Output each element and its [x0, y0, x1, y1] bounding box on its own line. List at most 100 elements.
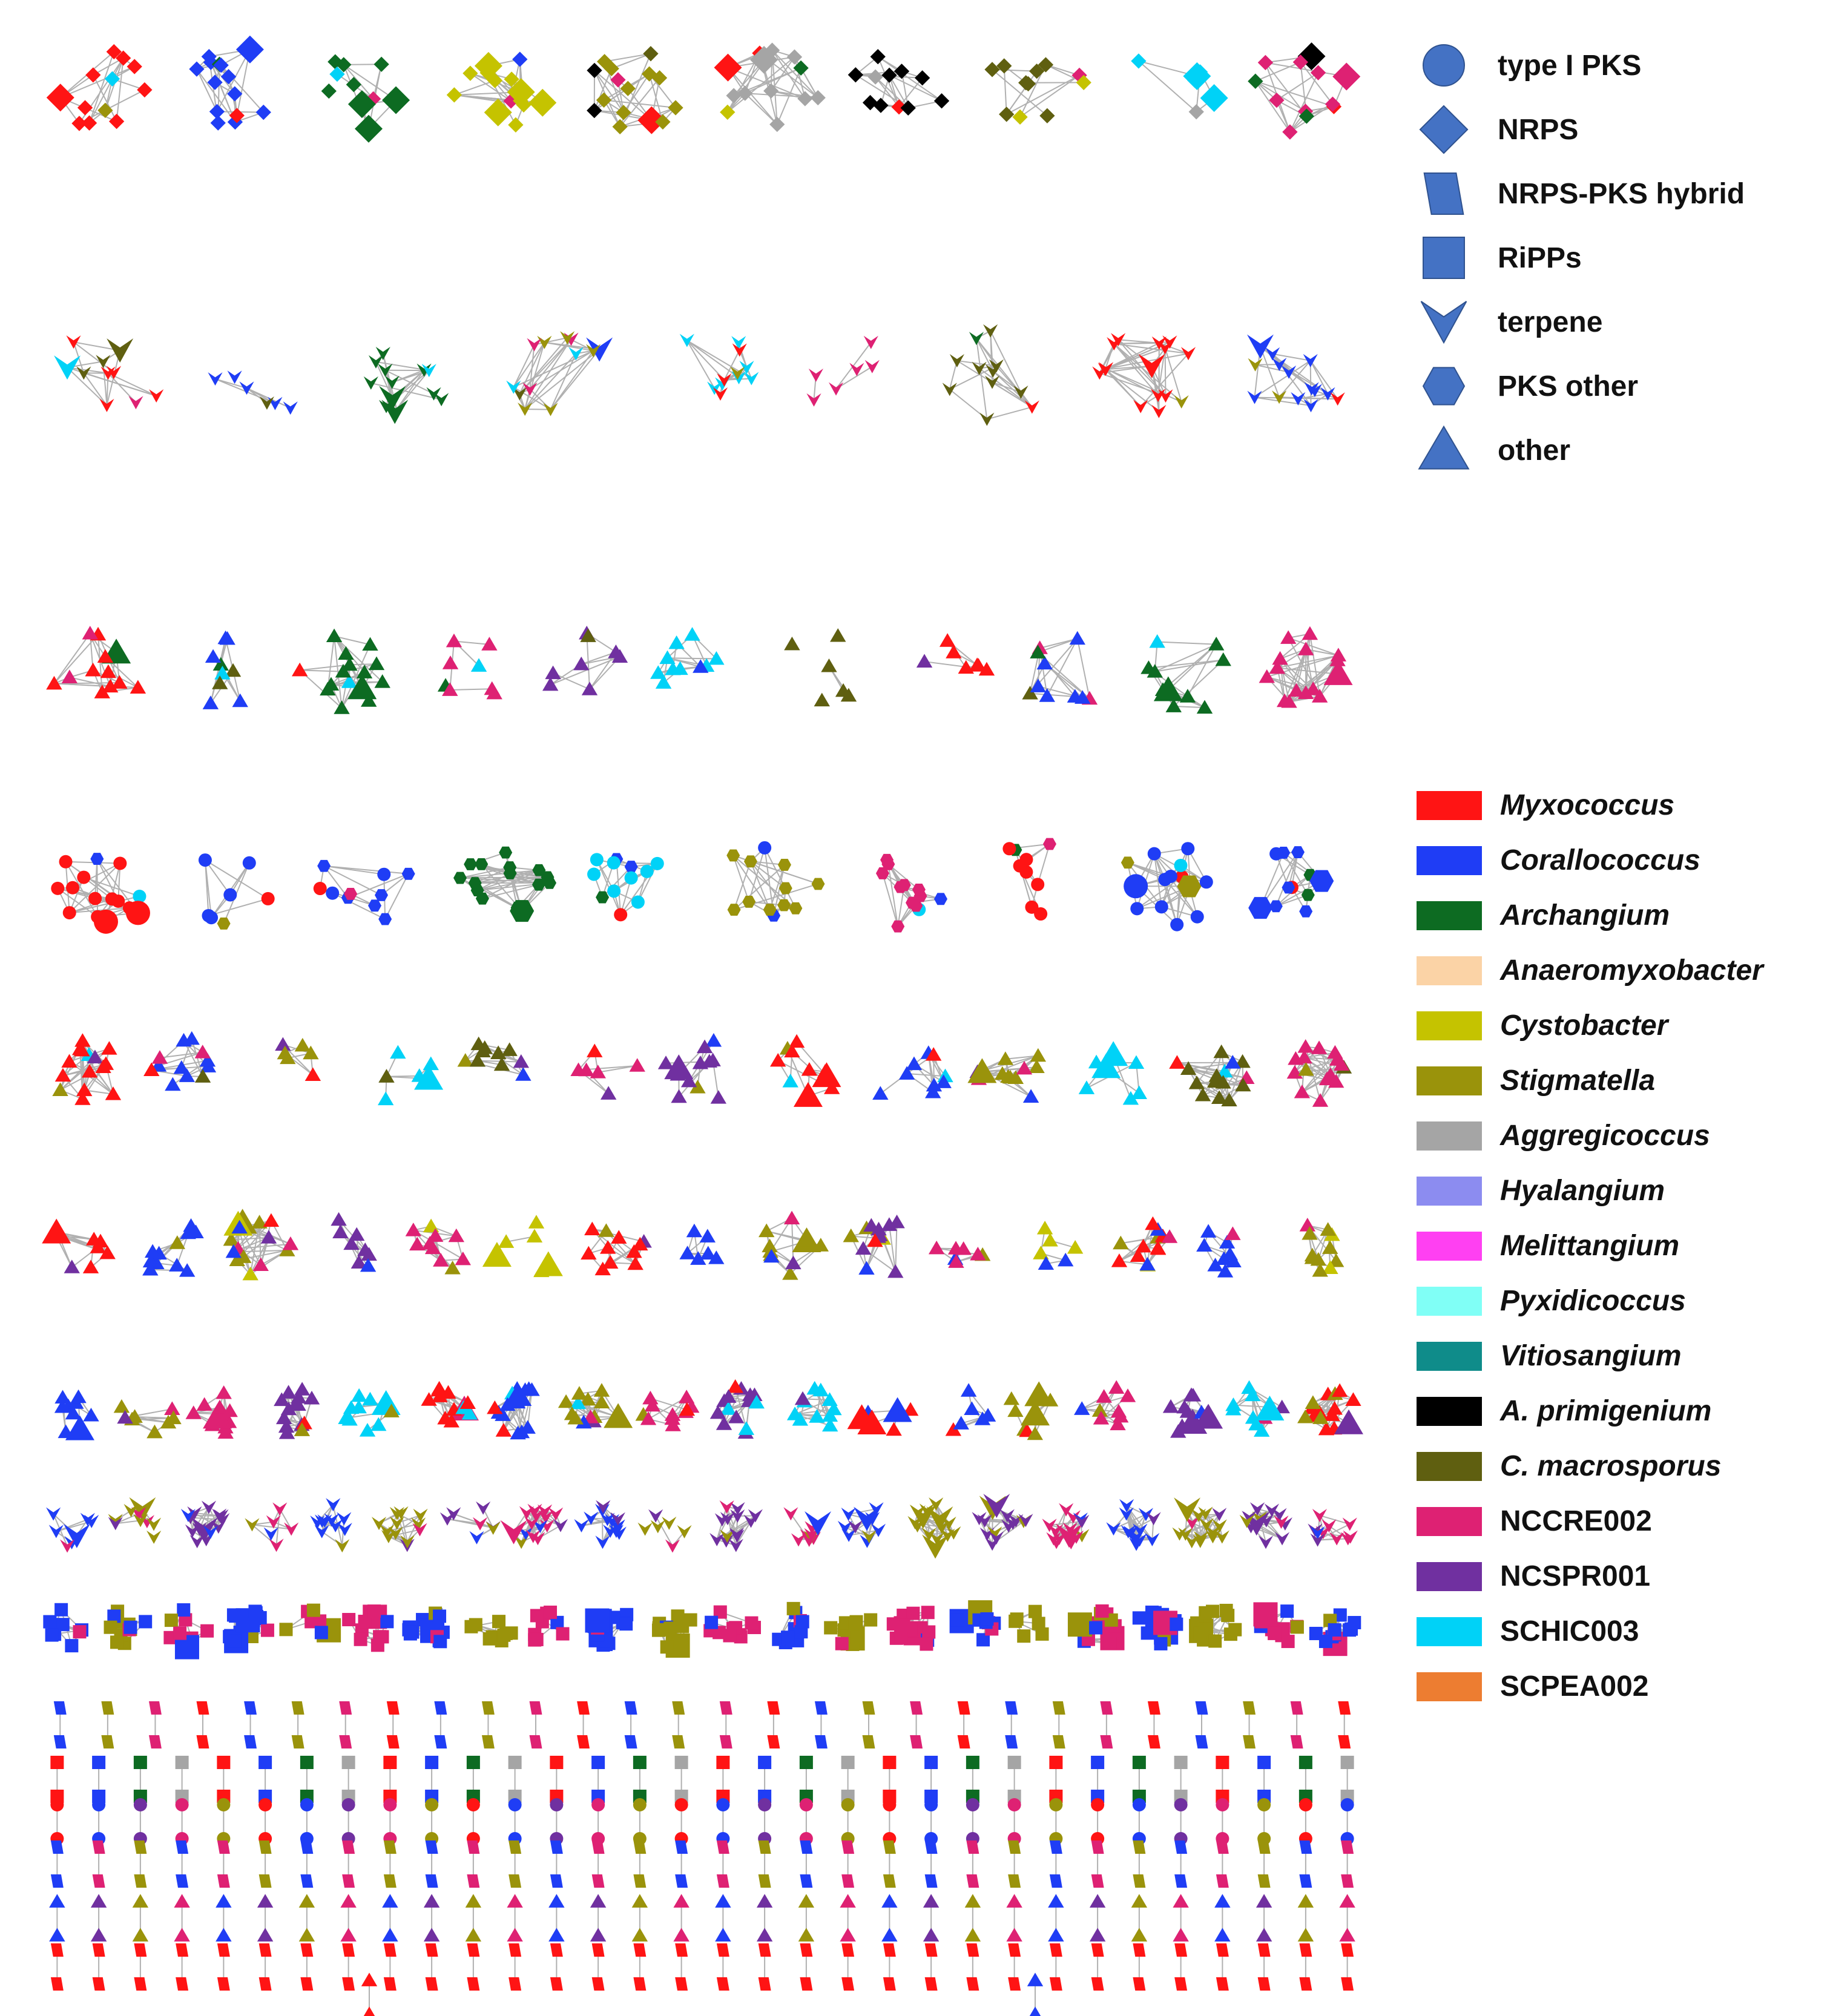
cluster-network: [966, 1840, 979, 1888]
shape-legend-item: other: [1417, 418, 1816, 482]
cluster-network: [1243, 1701, 1256, 1748]
network-node: [686, 1223, 703, 1238]
network-node: [45, 1628, 59, 1642]
network-node: [251, 1215, 268, 1229]
network-node: [146, 1517, 162, 1531]
cluster-network: [591, 1756, 605, 1803]
cluster-network: [1253, 1602, 1304, 1649]
network-node: [861, 1530, 877, 1544]
cluster-network: [1009, 1604, 1049, 1643]
network-node: [758, 1798, 772, 1811]
network-node: [217, 918, 231, 930]
network-node: [1074, 690, 1091, 704]
genus-color-swatch: [1417, 1121, 1482, 1151]
network-node: [1296, 1049, 1312, 1064]
network-node: [869, 1502, 884, 1516]
network-node: [50, 1874, 64, 1888]
cluster-network: [1169, 1044, 1255, 1106]
network-node: [1248, 358, 1263, 372]
network-node: [132, 1894, 149, 1908]
network-node: [459, 1395, 476, 1409]
network-node: [48, 1525, 64, 1538]
network-node: [413, 1508, 428, 1522]
network-node: [1216, 1756, 1229, 1769]
network-node: [360, 1258, 377, 1272]
network-edge: [732, 855, 750, 902]
network-node: [1017, 1629, 1031, 1643]
cluster-network: [180, 1500, 230, 1549]
network-node: [1002, 842, 1016, 856]
network-node: [177, 1603, 191, 1617]
network-node: [1304, 1250, 1321, 1264]
cluster-network: [453, 846, 557, 922]
network-node: [1294, 1085, 1311, 1098]
cluster-network: [550, 1943, 563, 1991]
network-node: [346, 77, 361, 93]
network-node: [258, 1943, 272, 1957]
network-node: [662, 1516, 677, 1530]
network-node: [342, 1977, 355, 1991]
network-node: [875, 867, 889, 879]
network-node: [1006, 1516, 1021, 1530]
network-node: [383, 1840, 397, 1854]
network-node: [1341, 1840, 1354, 1854]
network-edge: [550, 350, 594, 410]
network-edge: [475, 867, 510, 884]
network-node: [94, 685, 110, 698]
network-node: [801, 1062, 818, 1076]
network-node: [1205, 1525, 1220, 1539]
network-edge: [394, 370, 425, 413]
network-node: [464, 858, 478, 870]
network-node: [739, 360, 754, 374]
network-node: [1181, 842, 1195, 856]
network-edge: [482, 869, 539, 899]
network-node: [881, 1928, 898, 1942]
network-edge: [115, 1520, 141, 1525]
network-node: [1318, 1635, 1332, 1649]
cluster-network: [1131, 1894, 1148, 1942]
cluster-network: [1257, 1840, 1271, 1888]
cluster-network: [907, 1497, 961, 1559]
network-node: [979, 1408, 996, 1422]
network-node: [1133, 399, 1148, 413]
network-node: [133, 889, 146, 903]
network-node: [110, 1635, 124, 1649]
network-node: [1212, 1508, 1227, 1522]
network-edge: [384, 873, 409, 920]
network-node: [550, 1977, 563, 1991]
network-node: [567, 1410, 584, 1425]
network-node: [550, 1615, 564, 1629]
network-node: [470, 1036, 487, 1051]
network-node: [214, 1509, 229, 1523]
network-node: [672, 661, 688, 675]
network-node: [529, 1735, 542, 1748]
network-node: [1340, 1532, 1355, 1546]
network-node: [828, 382, 844, 396]
network-edge: [1298, 393, 1328, 399]
network-node: [769, 116, 785, 133]
network-node: [1002, 1069, 1019, 1084]
network-node: [1297, 1409, 1314, 1423]
cluster-network: [528, 1605, 570, 1647]
genus-legend-label: Corallococcus: [1500, 844, 1700, 876]
network-node: [216, 1928, 232, 1942]
network-edge: [1275, 852, 1298, 907]
network-node: [82, 625, 98, 640]
cluster-network: [633, 1840, 647, 1888]
network-node: [1111, 1253, 1128, 1267]
cluster-network: [202, 630, 248, 709]
network-node: [883, 1756, 897, 1769]
network-node: [425, 1977, 438, 1991]
network-edge: [1058, 1509, 1067, 1539]
network-node: [507, 1928, 523, 1942]
network-node: [1248, 897, 1273, 919]
network-edge: [1055, 1509, 1067, 1531]
network-node: [97, 649, 114, 663]
network-node: [1341, 1943, 1354, 1957]
network-node: [1135, 1238, 1151, 1253]
network-node: [764, 42, 780, 58]
network-node: [54, 1390, 71, 1404]
network-node: [220, 68, 237, 85]
network-node: [872, 1086, 889, 1100]
network-node: [1268, 1626, 1282, 1640]
